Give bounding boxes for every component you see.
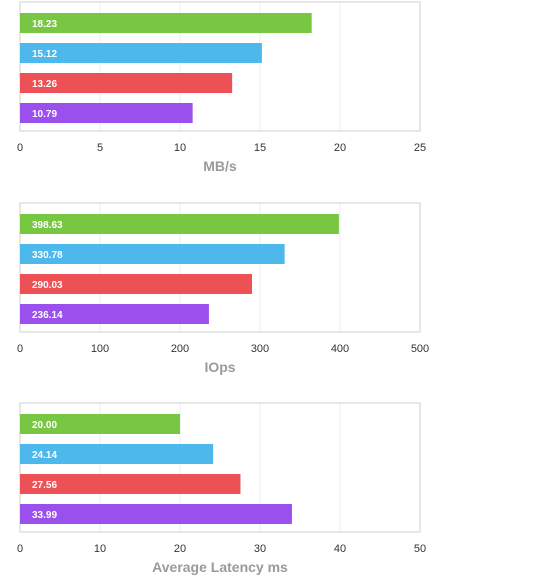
x-tick-label: 30: [254, 543, 266, 555]
bar-value-label: 24.14: [32, 450, 57, 461]
bar: [20, 414, 180, 434]
bar-value-label: 13.26: [32, 79, 57, 90]
bar-value-label: 33.99: [32, 510, 57, 521]
bar: [20, 214, 339, 234]
bar-value-label: 18.23: [32, 19, 57, 30]
bar: [20, 73, 233, 93]
chart-panel-3: 20.00 24.14 27.56 33.99 0 10 20 30 40 50 Average L…: [17, 402, 426, 575]
x-tick-label: 10: [174, 142, 186, 154]
plot-frame: [19, 202, 421, 333]
plot-frame: [19, 402, 421, 533]
x-tick-label: 20: [334, 142, 346, 154]
x-tick-label: 0: [17, 142, 23, 154]
x-tick-label: 25: [414, 142, 426, 154]
x-axis-label: MB/s: [203, 158, 237, 174]
x-tick-label: 500: [411, 343, 429, 355]
chart-panel-1: 18.23 15.12 13.26 10.79 0 5 10 15 20 25 MB/s: [17, 1, 426, 174]
bar-value-label: 330.78: [32, 250, 63, 261]
bar-value-label: 20.00: [32, 420, 57, 431]
bar-value-label: 27.56: [32, 480, 57, 491]
bar: [20, 43, 262, 63]
x-axis-label: IOps: [204, 359, 235, 375]
x-tick-label: 20: [174, 543, 186, 555]
x-axis-label: Average Latency ms: [152, 559, 288, 575]
x-tick-label: 300: [251, 343, 269, 355]
bar: [20, 103, 193, 123]
bar: [20, 444, 214, 464]
plot-frame: [19, 1, 421, 132]
bar-value-label: 398.63: [32, 220, 63, 231]
x-tick-label: 50: [414, 543, 426, 555]
x-tick-label: 15: [254, 142, 266, 154]
x-tick-label: 40: [334, 543, 346, 555]
chart-panel-2: 398.63 330.78 290.03 236.14 0 100 200 300 400 500…: [17, 202, 429, 375]
x-tick-label: 200: [171, 343, 189, 355]
x-tick-label: 10: [94, 543, 106, 555]
x-tick-label: 0: [17, 543, 23, 555]
bar-value-label: 290.03: [32, 280, 63, 291]
x-tick-label: 400: [331, 343, 349, 355]
bar: [20, 13, 312, 33]
bar: [20, 274, 253, 294]
bar: [20, 244, 285, 264]
bar-value-label: 236.14: [32, 310, 63, 321]
bar: [20, 304, 209, 324]
bar-value-label: 10.79: [32, 109, 57, 120]
x-tick-label: 100: [91, 343, 109, 355]
bar: [20, 474, 241, 494]
x-tick-label: 5: [97, 142, 103, 154]
x-tick-label: 0: [17, 343, 23, 355]
bar-value-label: 15.12: [32, 49, 57, 60]
bar: [20, 504, 292, 524]
